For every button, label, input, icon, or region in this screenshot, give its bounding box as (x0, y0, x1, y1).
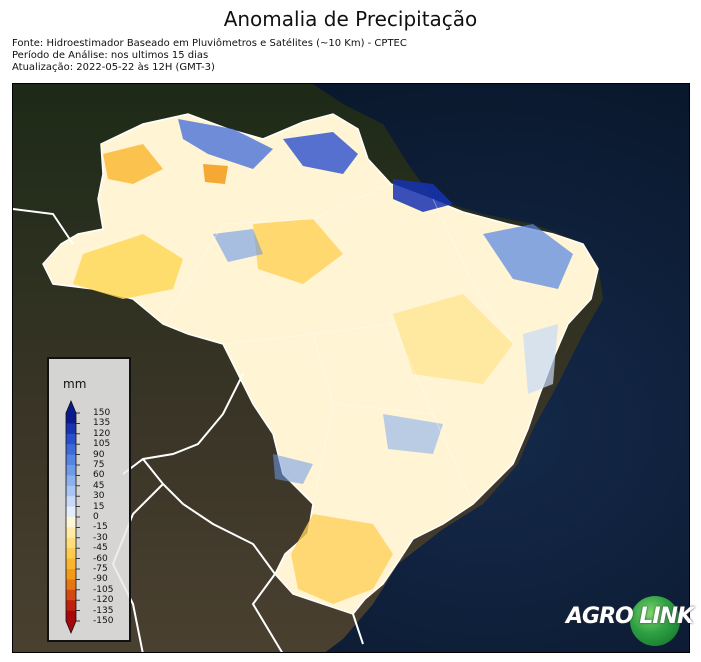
legend-color-segment (66, 423, 76, 435)
agrolink-logo: AGRO LINK (566, 596, 694, 646)
legend-color-segment (66, 589, 76, 601)
legend-tick-label: 45 (93, 480, 105, 491)
wet-anomaly-region (213, 229, 263, 262)
dry-anomaly-region (253, 219, 343, 284)
wet-anomaly-region (523, 324, 558, 394)
legend-tick-label: 120 (93, 428, 111, 439)
wet-anomaly-region (393, 179, 453, 212)
legend-color-segment (66, 527, 76, 539)
legend-tick-label: 105 (93, 439, 111, 450)
legend-color-segment (66, 444, 76, 456)
legend-color-segment (66, 569, 76, 580)
map-title: Anomalia de Precipitação (223, 7, 478, 31)
legend-tick-label: 75 (93, 460, 105, 470)
legend-tick-label: 150 (93, 408, 111, 418)
dry-anomaly-region (393, 294, 513, 384)
legend-color-segment (66, 579, 76, 591)
wet-anomaly-region (178, 119, 273, 169)
wet-anomaly-region (483, 224, 573, 289)
legend-tick-label: -45 (93, 543, 108, 554)
legend-color-segment (66, 485, 76, 497)
source-line: Fonte: Hidroestimador Baseado em Pluviôm… (12, 38, 407, 49)
dry-anomaly-region (103, 144, 163, 184)
legend-color-segment (66, 558, 76, 570)
logo-text-left: AGRO (566, 604, 634, 629)
legend-tick-label: 0 (93, 512, 99, 522)
legend-tick-label: -135 (93, 605, 114, 616)
legend-color-segment (66, 465, 76, 476)
legend-tick-label: 15 (93, 501, 105, 512)
wet-anomaly-region (283, 132, 358, 174)
logo-text-right: LINK (639, 604, 694, 629)
color-legend: mm 150 135 120 105 90 75 60 45 30 15 0 -15 -30 -45 -60… (47, 357, 131, 642)
legend-color-segment (66, 610, 76, 622)
wet-anomaly-region (273, 454, 313, 484)
dry-anomaly-region (73, 234, 183, 299)
legend-color-segment (66, 600, 76, 612)
legend-color-segment (66, 496, 76, 508)
legend-arrow-bottom (66, 621, 76, 633)
legend-color-segment (66, 454, 76, 466)
legend-tick-label: -60 (93, 553, 108, 564)
update-time-line: Atualização: 2022-05-22 às 12H (GMT-3) (12, 62, 215, 73)
legend-tick-label: -120 (93, 595, 114, 606)
legend-tick-label: -105 (93, 584, 114, 595)
legend-tick-label: -15 (93, 522, 108, 533)
legend-tick-label: 30 (93, 491, 105, 502)
legend-tick-label: -150 (93, 616, 114, 626)
wet-anomaly-region (383, 414, 443, 454)
legend-arrow-top (66, 401, 76, 413)
legend-color-segment (66, 548, 76, 560)
legend-color-bar (65, 399, 80, 635)
dry-anomaly-region (203, 164, 228, 184)
legend-color-segment (66, 537, 76, 549)
legend-color-segment (66, 506, 76, 518)
legend-color-segment (66, 413, 76, 424)
legend-tick-label: -30 (93, 532, 108, 543)
legend-tick-label: 90 (93, 449, 105, 460)
legend-unit: mm (63, 377, 87, 391)
legend-tick-label: 60 (93, 470, 105, 481)
legend-tick-label: -90 (93, 574, 108, 585)
analysis-period-line: Período de Análise: nos ultimos 15 dias (12, 50, 209, 61)
legend-tick-label: 135 (93, 418, 111, 429)
logo-globe-icon (630, 596, 680, 646)
legend-color-segment (66, 475, 76, 487)
state-border (162, 183, 514, 505)
dry-anomaly-region (291, 514, 393, 604)
legend-color-segment (66, 433, 76, 445)
legend-tick-label: -75 (93, 564, 108, 574)
legend-color-segment (66, 517, 76, 528)
